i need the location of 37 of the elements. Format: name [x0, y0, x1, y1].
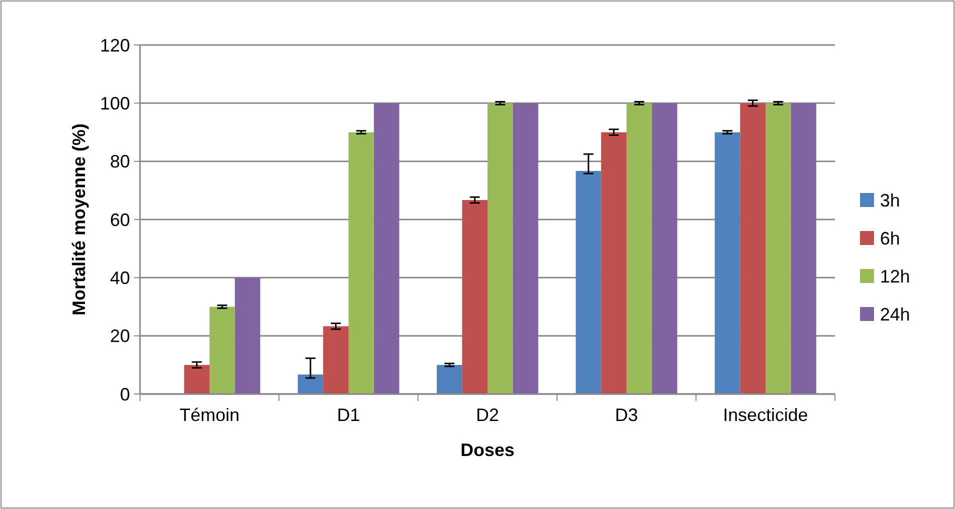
x-tick-label: D1: [336, 405, 360, 425]
legend-label: 6h: [880, 228, 900, 248]
bar: [488, 103, 513, 394]
bar: [714, 132, 740, 394]
y-tick-label: 0: [120, 384, 130, 404]
y-axis-title: Mortalité moyenne (%): [69, 123, 89, 316]
y-tick-label: 100: [100, 93, 130, 114]
x-axis-title: Doses: [460, 440, 515, 460]
y-tick-label: 20: [110, 326, 130, 346]
y-tick-label: 60: [110, 210, 130, 230]
y-tick-label: 40: [110, 268, 130, 288]
bar: [790, 103, 816, 394]
x-tick-label: D2: [476, 405, 500, 425]
y-tick-label: 120: [100, 35, 130, 56]
bar: [512, 103, 538, 394]
legend-label: 12h: [880, 266, 910, 286]
bar: [766, 103, 791, 394]
bar: [652, 103, 678, 394]
bar: [184, 364, 210, 394]
bar: [601, 132, 626, 394]
bar: [626, 103, 652, 394]
x-tick-label: Témoin: [179, 405, 240, 425]
legend-label: 3h: [880, 190, 900, 210]
y-tick-label: 80: [110, 152, 130, 172]
x-tick-label: D3: [614, 405, 638, 425]
x-tick-label: Insecticide: [722, 405, 808, 425]
bar: [436, 364, 462, 394]
bar: [210, 306, 235, 394]
bar: [348, 132, 374, 394]
bar: [298, 374, 324, 394]
legend-label: 24h: [880, 304, 910, 324]
bar: [462, 200, 488, 394]
bar: [234, 278, 260, 394]
bar: [576, 170, 602, 394]
bar: [323, 326, 348, 394]
bar: [740, 103, 766, 394]
bar: [374, 103, 400, 394]
